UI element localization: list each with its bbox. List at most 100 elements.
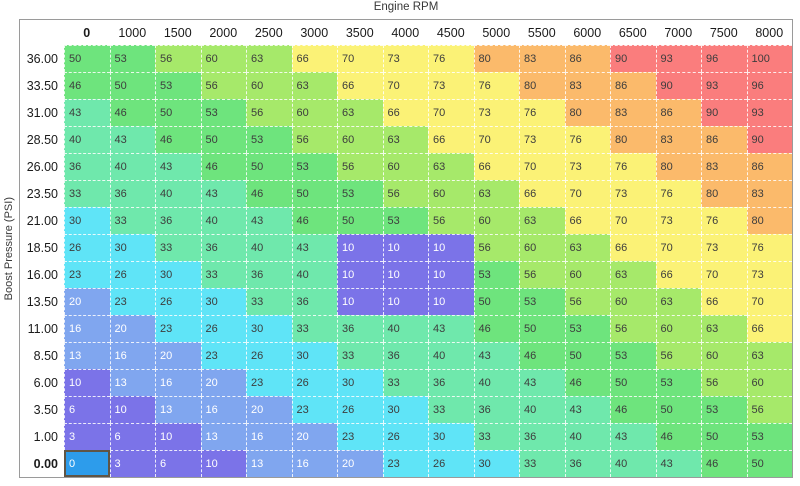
table-cell[interactable]: 46 bbox=[64, 72, 110, 99]
table-cell[interactable]: 60 bbox=[701, 342, 747, 369]
table-cell[interactable]: 16 bbox=[200, 396, 246, 423]
table-cell[interactable]: 40 bbox=[64, 126, 110, 153]
table-cell[interactable]: 90 bbox=[701, 99, 747, 126]
table-cell[interactable]: 43 bbox=[109, 126, 155, 153]
table-cell[interactable]: 26 bbox=[246, 342, 292, 369]
table-cell[interactable]: 76 bbox=[746, 234, 792, 261]
table-cell[interactable]: 16 bbox=[64, 315, 110, 342]
table-cell[interactable]: 16 bbox=[291, 450, 337, 477]
table-cell[interactable]: 53 bbox=[519, 288, 565, 315]
table-cell[interactable]: 90 bbox=[610, 45, 656, 72]
table-cell[interactable]: 10 bbox=[428, 234, 474, 261]
table-cell[interactable]: 60 bbox=[246, 72, 292, 99]
table-cell[interactable]: 96 bbox=[701, 45, 747, 72]
table-cell[interactable]: 80 bbox=[473, 45, 519, 72]
table-cell[interactable]: 36 bbox=[64, 153, 110, 180]
table-cell[interactable]: 30 bbox=[337, 369, 383, 396]
table-cell[interactable]: 40 bbox=[519, 396, 565, 423]
table-cell[interactable]: 46 bbox=[155, 126, 201, 153]
table-cell[interactable]: 36 bbox=[246, 261, 292, 288]
table-cell[interactable]: 30 bbox=[246, 315, 292, 342]
table-cell[interactable]: 40 bbox=[610, 450, 656, 477]
table-cell[interactable]: 40 bbox=[473, 369, 519, 396]
table-cell[interactable]: 53 bbox=[701, 396, 747, 423]
table-cell[interactable]: 86 bbox=[564, 45, 610, 72]
table-cell[interactable]: 53 bbox=[655, 369, 701, 396]
table-cell[interactable]: 20 bbox=[246, 396, 292, 423]
table-cell[interactable]: 80 bbox=[610, 126, 656, 153]
table-cell[interactable]: 46 bbox=[246, 180, 292, 207]
table-cell[interactable]: 60 bbox=[655, 315, 701, 342]
table-cell[interactable]: 43 bbox=[655, 450, 701, 477]
table-cell[interactable]: 73 bbox=[428, 72, 474, 99]
table-cell[interactable]: 83 bbox=[701, 153, 747, 180]
table-cell[interactable]: 36 bbox=[473, 396, 519, 423]
table-cell[interactable]: 73 bbox=[564, 153, 610, 180]
table-cell[interactable]: 43 bbox=[155, 153, 201, 180]
table-cell[interactable]: 76 bbox=[473, 72, 519, 99]
table-cell[interactable]: 33 bbox=[109, 207, 155, 234]
table-cell[interactable]: 60 bbox=[473, 207, 519, 234]
table-cell[interactable]: 26 bbox=[109, 261, 155, 288]
table-cell[interactable]: 73 bbox=[746, 261, 792, 288]
table-cell[interactable]: 36 bbox=[155, 207, 201, 234]
table-cell[interactable]: 60 bbox=[291, 99, 337, 126]
table-cell[interactable]: 66 bbox=[337, 72, 383, 99]
table-cell[interactable]: 63 bbox=[428, 153, 474, 180]
table-cell[interactable]: 46 bbox=[610, 396, 656, 423]
table-cell[interactable]: 6 bbox=[155, 450, 201, 477]
table-cell[interactable]: 56 bbox=[701, 369, 747, 396]
table-cell[interactable]: 70 bbox=[428, 99, 474, 126]
table-cell[interactable]: 76 bbox=[519, 99, 565, 126]
table-cell[interactable]: 63 bbox=[382, 126, 428, 153]
table-cell[interactable]: 16 bbox=[155, 369, 201, 396]
table-cell[interactable]: 50 bbox=[64, 45, 110, 72]
table-cell[interactable]: 96 bbox=[746, 72, 792, 99]
table-cell[interactable]: 36 bbox=[109, 180, 155, 207]
table-cell[interactable]: 33 bbox=[428, 396, 474, 423]
table-cell[interactable]: 56 bbox=[291, 126, 337, 153]
table-cell[interactable]: 46 bbox=[291, 207, 337, 234]
table-cell[interactable]: 63 bbox=[701, 315, 747, 342]
table-cell[interactable]: 26 bbox=[200, 315, 246, 342]
table-cell[interactable]: 63 bbox=[246, 45, 292, 72]
table-cell[interactable]: 3 bbox=[109, 450, 155, 477]
table-cell[interactable]: 26 bbox=[428, 450, 474, 477]
table-cell[interactable]: 50 bbox=[246, 153, 292, 180]
table-cell[interactable]: 90 bbox=[655, 72, 701, 99]
table-cell[interactable]: 73 bbox=[519, 126, 565, 153]
table-cell[interactable]: 43 bbox=[246, 207, 292, 234]
table-cell[interactable]: 53 bbox=[746, 423, 792, 450]
table-cell[interactable]: 56 bbox=[428, 207, 474, 234]
table-cell[interactable]: 10 bbox=[155, 423, 201, 450]
table-cell[interactable]: 80 bbox=[655, 153, 701, 180]
table-cell[interactable]: 23 bbox=[337, 423, 383, 450]
table-cell[interactable]: 50 bbox=[200, 126, 246, 153]
table-cell[interactable]: 66 bbox=[746, 315, 792, 342]
table-cell[interactable]: 56 bbox=[382, 180, 428, 207]
table-cell[interactable]: 73 bbox=[701, 234, 747, 261]
table-cell[interactable]: 10 bbox=[109, 396, 155, 423]
table-cell[interactable]: 10 bbox=[428, 288, 474, 315]
table-cell[interactable]: 53 bbox=[246, 126, 292, 153]
table-cell[interactable]: 23 bbox=[291, 396, 337, 423]
table-cell[interactable]: 53 bbox=[155, 72, 201, 99]
table-cell[interactable]: 50 bbox=[519, 315, 565, 342]
table-cell[interactable]: 20 bbox=[109, 315, 155, 342]
table-cell[interactable]: 83 bbox=[519, 45, 565, 72]
table-cell[interactable]: 63 bbox=[473, 180, 519, 207]
table-cell[interactable]: 33 bbox=[64, 180, 110, 207]
table-cell[interactable]: 43 bbox=[610, 423, 656, 450]
table-cell[interactable]: 73 bbox=[610, 180, 656, 207]
table-cell[interactable]: 30 bbox=[64, 207, 110, 234]
table-cell[interactable]: 66 bbox=[519, 180, 565, 207]
table-cell[interactable]: 23 bbox=[155, 315, 201, 342]
table-cell[interactable]: 46 bbox=[564, 369, 610, 396]
table-cell[interactable]: 53 bbox=[109, 45, 155, 72]
table-cell[interactable]: 56 bbox=[155, 45, 201, 72]
table-cell[interactable]: 70 bbox=[701, 261, 747, 288]
table-cell[interactable]: 90 bbox=[746, 126, 792, 153]
table-cell[interactable]: 60 bbox=[519, 234, 565, 261]
table-cell[interactable]: 53 bbox=[200, 99, 246, 126]
table-cell[interactable]: 63 bbox=[746, 342, 792, 369]
